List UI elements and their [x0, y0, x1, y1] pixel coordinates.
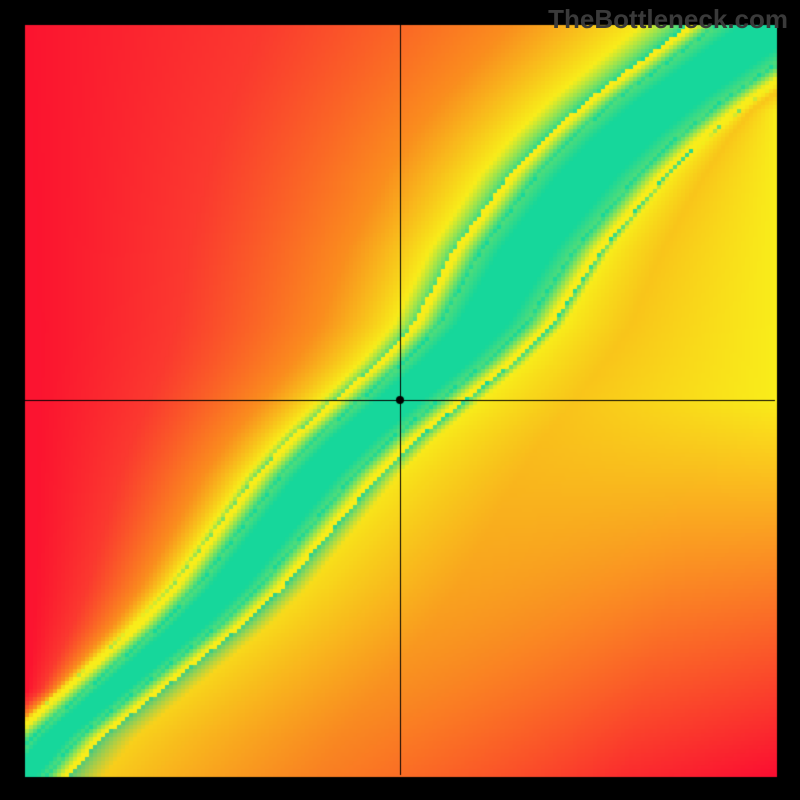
watermark-text: TheBottleneck.com [548, 4, 788, 35]
heatmap-canvas [0, 0, 800, 800]
chart-root: { "canvas": { "width": 800, "height": 80… [0, 0, 800, 800]
